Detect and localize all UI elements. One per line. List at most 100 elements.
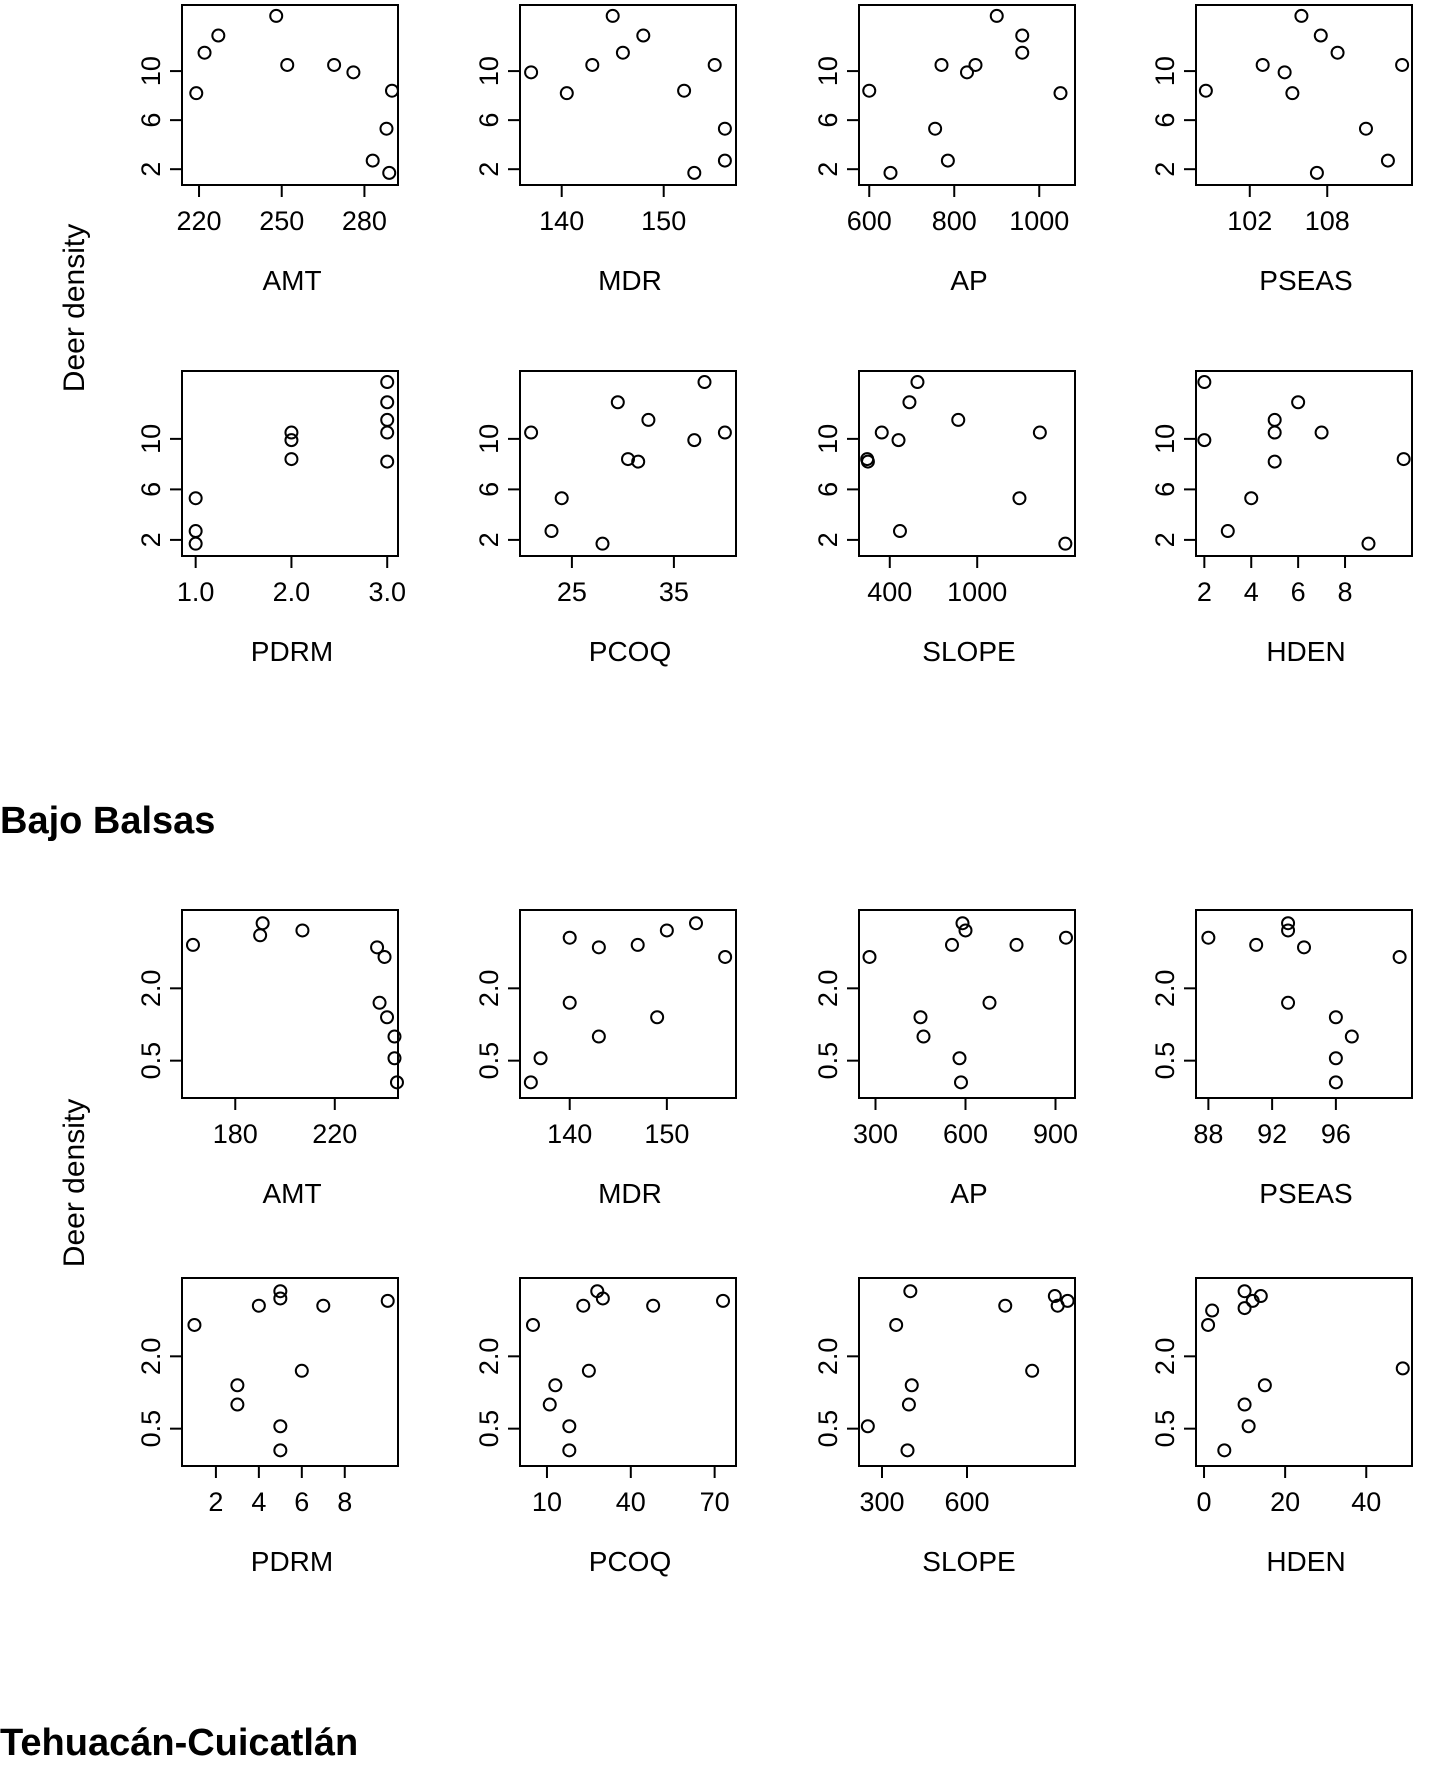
panel-2-mdr-point — [533, 1051, 548, 1066]
panel-2-slope-frame — [858, 1277, 1076, 1467]
panel-2-pseas-x-tick-label: 92 — [1257, 1119, 1287, 1149]
panel-2-hden-y-tick-label: 0.5 — [1150, 1410, 1180, 1448]
panel-1-pcoq-point — [697, 375, 712, 390]
panel-2-pcoq-x-label: PCOQ — [589, 1546, 671, 1577]
panel-1-ap-point — [1015, 28, 1030, 43]
panel-1-amt-point — [189, 86, 204, 101]
panel-1-pdrm-y-tick-label: 10 — [136, 424, 166, 454]
panel-2-pcoq-point — [562, 1419, 577, 1434]
panel-2-mdr-x-tick-label: 140 — [547, 1119, 592, 1149]
panel-1-mdr-point — [585, 57, 600, 72]
panel-1-hden-y-tick-label: 10 — [1150, 424, 1180, 454]
panel-2-amt-y-tick-label: 2.0 — [136, 970, 166, 1008]
panel-2-pseas-x-tick-label: 88 — [1193, 1119, 1223, 1149]
panel-2-amt-point — [377, 949, 392, 964]
panel-1-hden-point — [1396, 452, 1411, 467]
panel-2-pcoq-point — [562, 1443, 577, 1458]
panel-1-slope-frame — [858, 370, 1076, 557]
panel-2-amt-x-tick-label: 180 — [213, 1119, 258, 1149]
panel-2-pcoq-frame — [519, 1277, 737, 1467]
panel-1-pcoq-point — [631, 454, 646, 469]
panel-1-amt-y-tick-label: 10 — [136, 56, 166, 86]
panel-1-pseas-y-tick-label: 2 — [1150, 162, 1180, 177]
panel-1-slope-point — [910, 375, 925, 390]
panel-1-hden-point — [1291, 395, 1306, 410]
panel-2-pcoq-y-tick-label: 2.0 — [474, 1338, 504, 1376]
panel-2-pdrm-point — [230, 1378, 245, 1393]
panel-1-mdr-point — [717, 121, 732, 136]
panel-2-mdr-point — [659, 923, 674, 938]
panel-1-pdrm-x-tick-label: 2.0 — [273, 577, 311, 607]
panel-1-mdr-point — [524, 65, 539, 80]
panel-2-slope-point — [900, 1443, 915, 1458]
panel-2-amt-point — [387, 1051, 402, 1066]
panel-1-mdr-x-tick-label: 140 — [539, 206, 584, 236]
panel-2-ap-frame — [858, 909, 1076, 1099]
panel-2-ap-point — [952, 1051, 967, 1066]
panel-1-pcoq-y-tick-label: 6 — [474, 482, 504, 497]
panel-2-ap-x-label: AP — [950, 1178, 987, 1209]
panel-1-mdr-x-tick-label: 150 — [641, 206, 686, 236]
panel-2-mdr-point — [562, 930, 577, 945]
panel-2-pseas-point — [1281, 916, 1296, 931]
panel-1-amt-x-tick-label: 220 — [176, 206, 221, 236]
panel-2-pcoq-point — [646, 1298, 661, 1313]
panel-2-ap-point — [862, 949, 877, 964]
panel-1-ap-point — [1015, 45, 1030, 60]
panel-1-pdrm-y-tick-label: 6 — [136, 482, 166, 497]
panel-2-pcoq-x-tick-label: 70 — [700, 1487, 730, 1517]
panel-1-hden-y-tick-label: 6 — [1150, 482, 1180, 497]
y-axis-label-bottom: Deer density — [58, 1098, 91, 1268]
panel-1-pdrm-point — [188, 536, 203, 551]
panel-2-ap-point — [913, 1010, 928, 1025]
panel-2-slope-point — [860, 1419, 875, 1434]
panel-2-amt-frame — [181, 909, 399, 1099]
panel-2-slope-point — [998, 1298, 1013, 1313]
panel-1-amt-point — [382, 165, 397, 180]
panel-1-mdr-point — [707, 57, 722, 72]
panel-1-pcoq-y-tick-label: 10 — [474, 424, 504, 454]
panel-2-pdrm-point — [316, 1298, 331, 1313]
panel-2-pseas-x-label: PSEAS — [1259, 1178, 1352, 1209]
panel-1-amt-point — [327, 57, 342, 72]
panel-1-hden-y-tick-label: 2 — [1150, 532, 1180, 547]
panel-1-pcoq-point — [687, 433, 702, 448]
panel-2-ap-point — [945, 937, 959, 952]
panel-2-ap-point — [954, 1075, 968, 1090]
panel-1-pdrm-point — [380, 395, 395, 410]
panel-1-pdrm-point — [188, 524, 203, 539]
panel-2-pseas-point — [1344, 1029, 1359, 1044]
panel-2-pseas-x-tick-label: 96 — [1321, 1119, 1351, 1149]
panel-1-pcoq-point — [621, 452, 635, 467]
panel-1-pcoq-y-tick-label: 2 — [474, 532, 504, 547]
panel-2-ap-point — [1059, 930, 1073, 945]
panel-1-mdr-point — [605, 8, 620, 23]
panel-2-hden-x-label: HDEN — [1266, 1546, 1345, 1577]
panel-1-mdr-point — [615, 45, 630, 60]
panel-2-pseas-point — [1297, 940, 1311, 955]
panel-2-mdr-point — [630, 937, 645, 952]
panel-2-ap-point — [982, 995, 997, 1010]
panel-2-amt-point — [255, 916, 270, 931]
panel-1-ap-point — [1053, 86, 1068, 101]
panel-1-slope-point — [892, 524, 907, 539]
panel-1-hden-point — [1314, 425, 1329, 440]
panel-2-pdrm-x-label: PDRM — [251, 1546, 333, 1577]
panel-1-slope-point — [902, 395, 917, 410]
panel-1-hden-point — [1220, 524, 1235, 539]
panel-1-pdrm-point — [380, 454, 395, 469]
panel-1-mdr-point — [717, 153, 732, 168]
panel-2-ap-point — [958, 923, 973, 938]
panel-2-hden-x-tick-label: 0 — [1197, 1487, 1212, 1517]
panel-2-pdrm-x-tick-label: 8 — [337, 1487, 352, 1517]
panel-2-amt-x-tick-label: 220 — [312, 1119, 357, 1149]
panel-2-amt-y-tick-label: 0.5 — [136, 1042, 166, 1080]
panel-1-amt-point — [211, 28, 226, 43]
panel-2-pseas-point — [1281, 923, 1296, 938]
panel-2-slope-point — [889, 1317, 904, 1332]
panel-1-mdr-x-label: MDR — [598, 265, 662, 296]
panel-2-mdr-y-tick-label: 2.0 — [474, 970, 504, 1008]
panel-1-amt-y-tick-label: 6 — [136, 113, 166, 128]
panel-2-pdrm-point — [187, 1317, 202, 1332]
panel-2-mdr-x-tick-label: 150 — [644, 1119, 689, 1149]
